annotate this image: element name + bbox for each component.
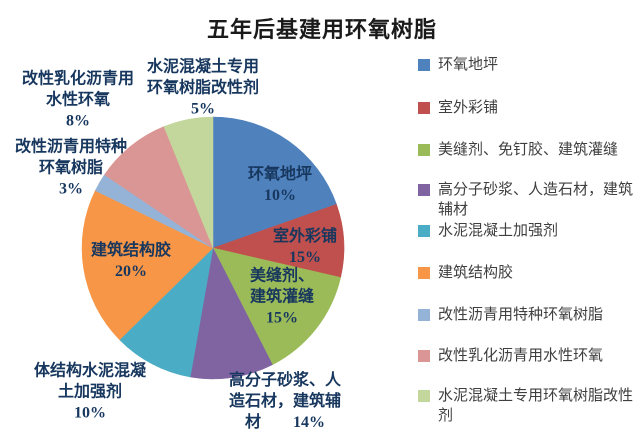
legend-item: 室外彩铺 xyxy=(418,98,640,118)
legend-item-label: 美缝剂、免钉胶、建筑灌缝 xyxy=(438,142,619,158)
pie-label-outdoor-paving: 室外彩铺 15% xyxy=(273,226,337,268)
legend-swatch-icon xyxy=(418,102,430,114)
legend-swatch-icon xyxy=(418,350,430,362)
pie-label-line: 10% xyxy=(263,187,296,204)
legend-swatch-icon xyxy=(418,309,430,321)
pie-label-line: 水性环氧 xyxy=(45,91,111,109)
pie-label-line: 改性沥青用特种 xyxy=(14,138,128,156)
legend-swatch-icon xyxy=(418,59,430,71)
pie-label-line: 水泥混凝土专用 xyxy=(146,58,260,76)
pie-label-line: 建筑结构胶 xyxy=(90,242,172,259)
pie-label-line: 材 14% xyxy=(229,414,326,431)
legend-swatch-icon xyxy=(418,267,430,279)
pie-slice-7 xyxy=(104,126,214,249)
chart-title: 五年后基建用环氧树脂 xyxy=(206,17,437,42)
legend-item-label: 改性沥青用特种环氧树脂 xyxy=(438,307,604,323)
legend-swatch-icon xyxy=(418,225,430,237)
pie-label-line: 8% xyxy=(65,112,90,130)
legend-item: 水泥混凝土加强剂 xyxy=(418,221,640,241)
pie-slice-2 xyxy=(212,247,341,366)
legend-swatch-icon xyxy=(418,184,430,196)
pie-label-waterborne-epoxy: 改性乳化沥青用 水性环氧 8% xyxy=(22,69,134,132)
pie-label-line: 15% xyxy=(265,309,298,327)
legend-item: 美缝剂、免钉胶、建筑灌缝 xyxy=(418,140,640,160)
pie-slice-4 xyxy=(119,247,214,378)
pie-label-line: 10% xyxy=(73,404,106,422)
pie-slice-3 xyxy=(189,247,273,380)
pie-slice-5 xyxy=(81,190,214,341)
legend-item-label: 建筑结构胶 xyxy=(438,265,514,281)
pie-slice-8 xyxy=(163,116,214,249)
pie-label-line: 3% xyxy=(58,180,83,198)
pie-label-line: 体结构水泥混凝 xyxy=(33,362,147,380)
legend-item: 改性乳化沥青用水性环氧 xyxy=(418,346,640,366)
pie-label-line: 环氧地坪 xyxy=(247,166,313,183)
pie-label-line: 20% xyxy=(114,263,147,280)
legend-item-label: 水泥混凝土专用环氧树脂改性剂 xyxy=(438,388,634,424)
pie-label-line: 高分子砂浆、人 xyxy=(229,372,342,389)
pie-label-concrete-strengthener: 体结构水泥混凝 土加强剂 10% xyxy=(34,361,146,424)
pie-label-line: 建筑灌缝 xyxy=(249,288,315,306)
pie-label-line: 5% xyxy=(190,100,215,118)
legend-item-label: 高分子砂浆、人造石材，建筑辅材 xyxy=(438,182,634,218)
pie-label-epoxy-flooring: 环氧地坪 10% xyxy=(248,164,312,206)
legend-item: 建筑结构胶 xyxy=(418,263,640,283)
pie-label-line: 室外彩铺 xyxy=(272,228,338,245)
legend-item: 改性沥青用特种环氧树脂 xyxy=(418,305,640,325)
legend-item: 环氧地坪 xyxy=(418,55,640,75)
legend-swatch-icon xyxy=(418,390,430,402)
legend-item: 高分子砂浆、人造石材，建筑辅材 xyxy=(418,180,640,220)
pie-label-line: 美缝剂、 xyxy=(249,267,315,285)
pie-label-structural-adhesive: 建筑结构胶 20% xyxy=(91,240,171,282)
pie-label-sealant-grouting: 美缝剂、 建筑灌缝 15% xyxy=(250,266,314,329)
pie-label-concrete-modifier: 水泥混凝土专用 环氧树脂改性剂 5% xyxy=(147,57,259,120)
legend-item-label: 环氧地坪 xyxy=(438,57,499,73)
legend-item: 水泥混凝土专用环氧树脂改性剂 xyxy=(418,386,640,426)
pie-label-line: 15% xyxy=(288,249,321,266)
pie-slice-0 xyxy=(212,116,337,249)
pie-label-special-asphalt-epoxy: 改性沥青用特种 环氧树脂 3% xyxy=(15,137,127,200)
pie-label-polymer-mortar: 高分子砂浆、人 造石材，建筑辅 材 14% xyxy=(229,370,341,433)
pie-label-line: 改性乳化沥青用 xyxy=(21,70,135,88)
legend-item-label: 水泥混凝土加强剂 xyxy=(438,223,559,239)
pie-label-line: 造石材，建筑辅 xyxy=(229,393,342,410)
chart-legend: 环氧地坪 室外彩铺 美缝剂、免钉胶、建筑灌缝 高分子砂浆、人造石材，建筑辅材 水… xyxy=(418,0,640,439)
pie-label-line: 环氧树脂 xyxy=(38,159,104,177)
legend-item-label: 室外彩铺 xyxy=(438,100,499,116)
legend-item-label: 改性乳化沥青用水性环氧 xyxy=(438,348,604,364)
legend-swatch-icon xyxy=(418,144,430,156)
pie-label-line: 环氧树脂改性剂 xyxy=(146,79,260,97)
pie-label-line: 土加强剂 xyxy=(57,383,123,401)
